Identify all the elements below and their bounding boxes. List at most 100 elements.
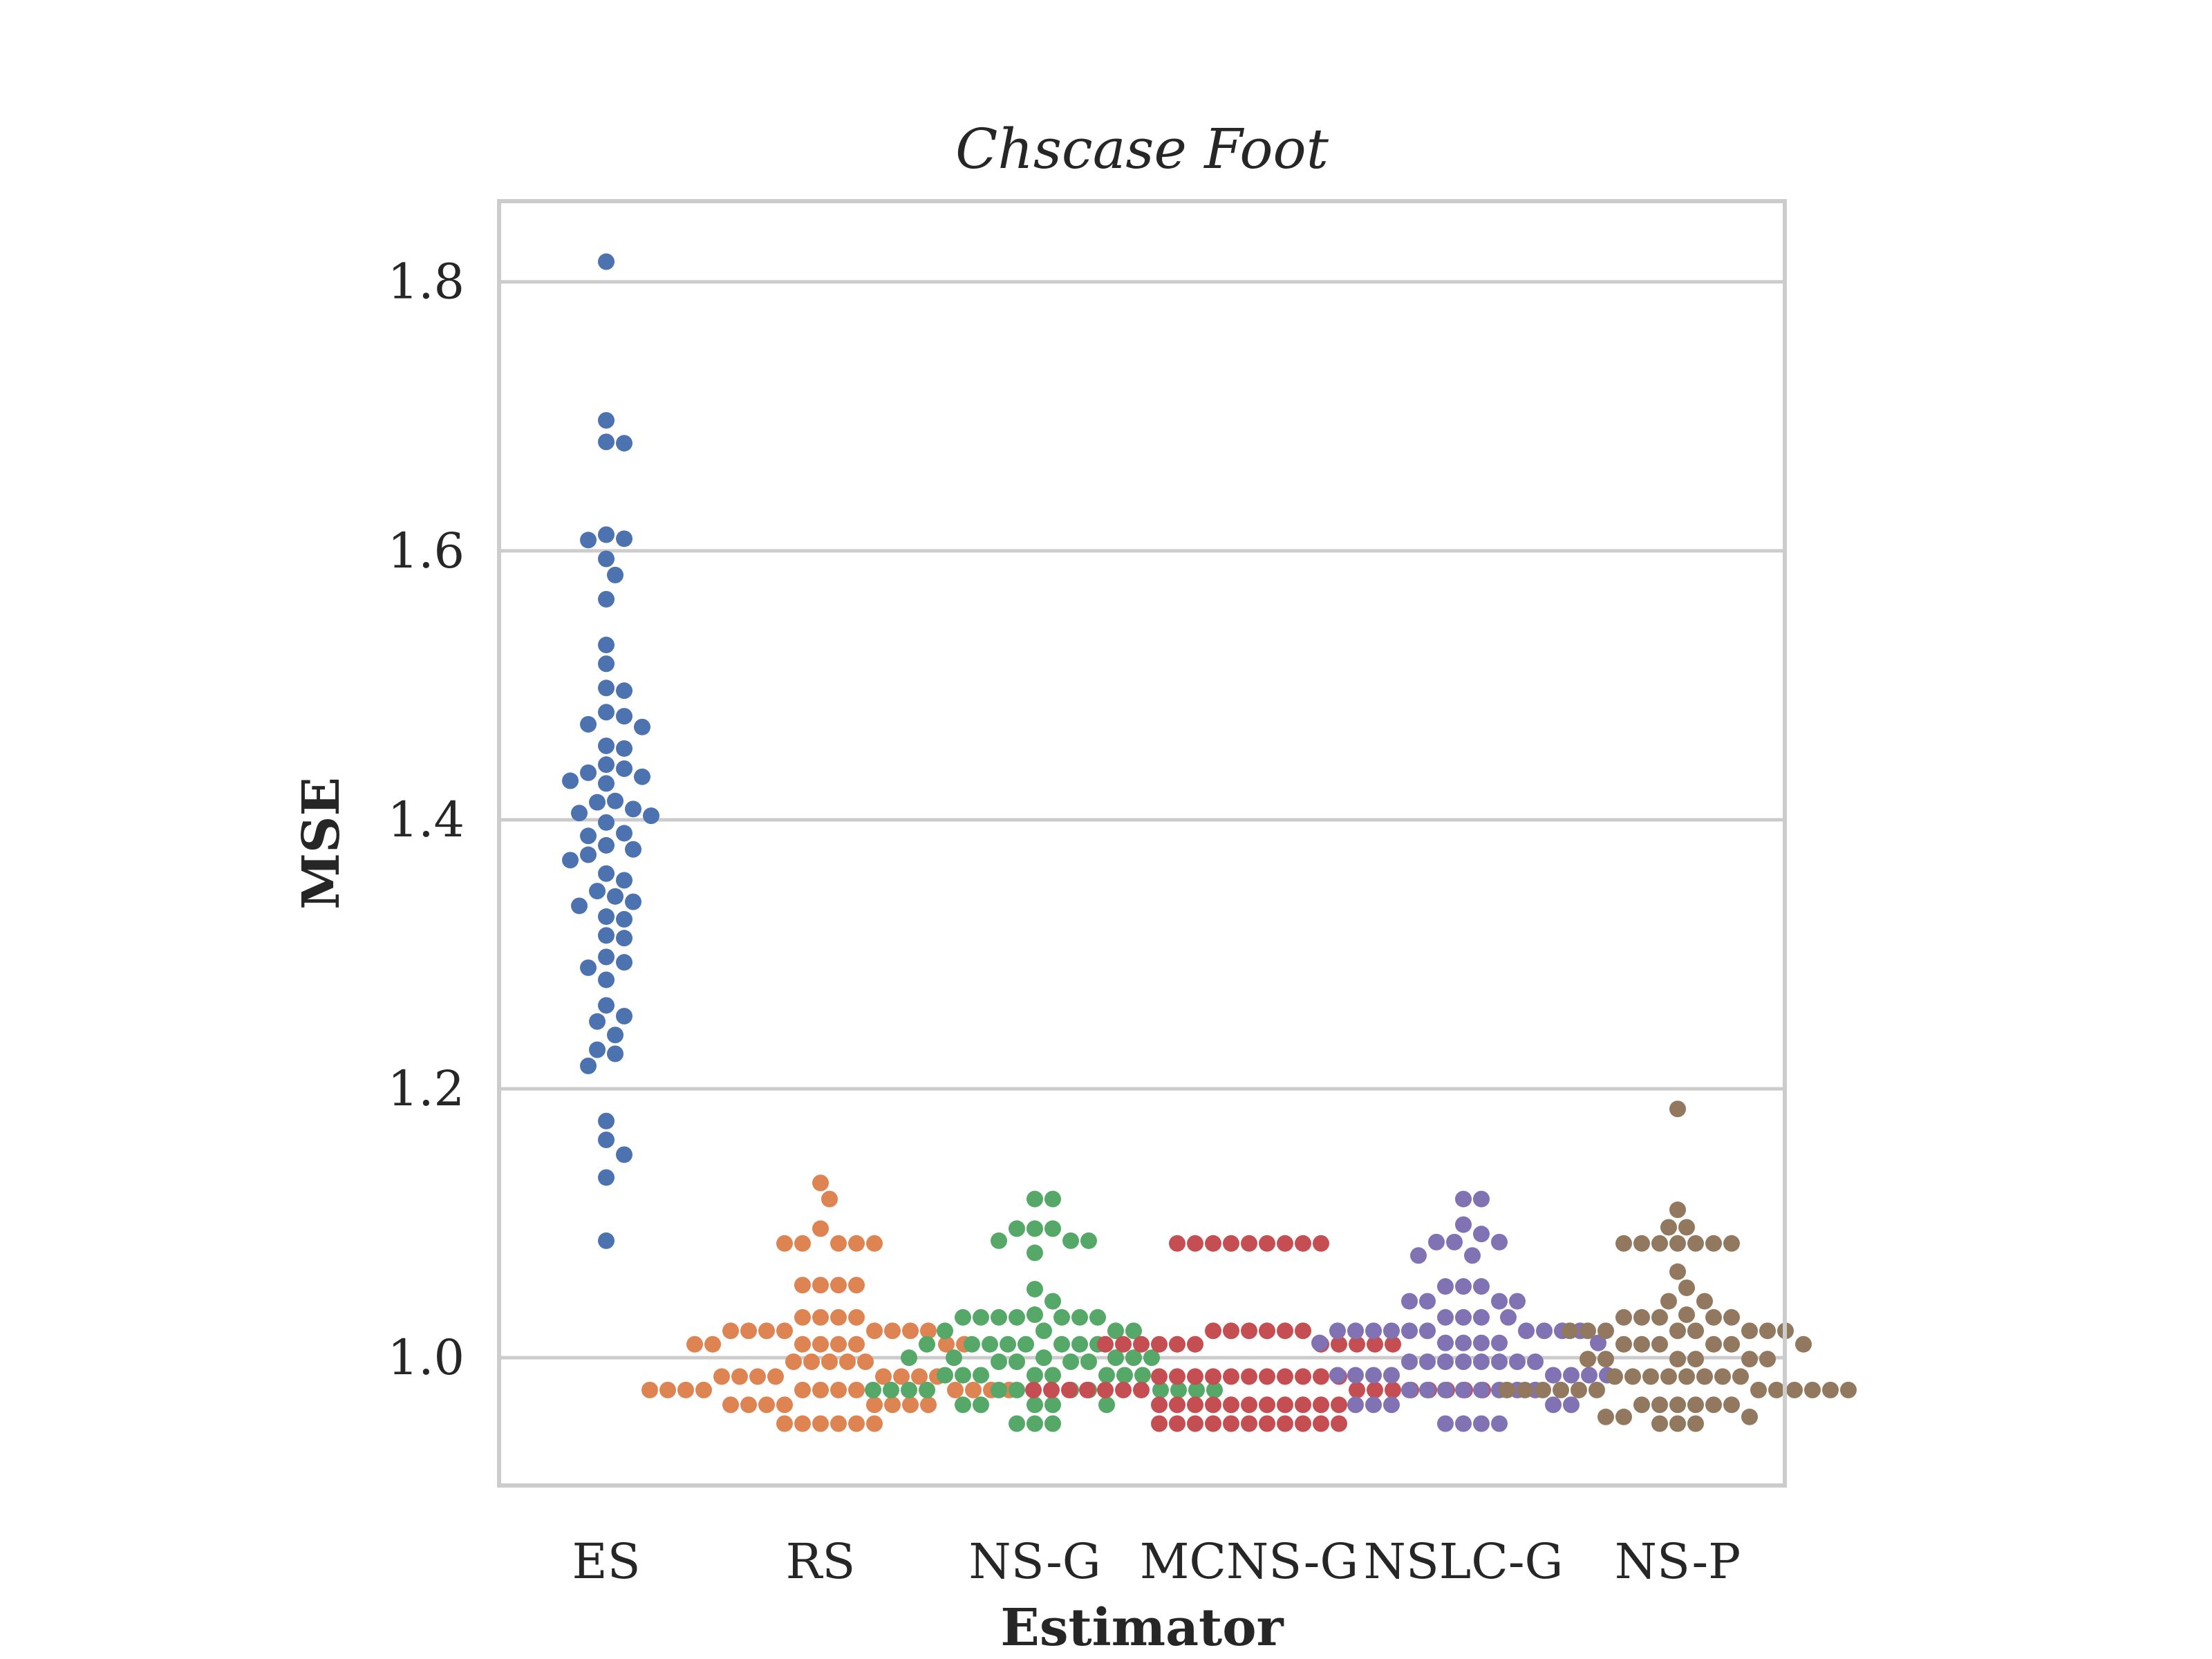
data-point: [902, 1322, 919, 1340]
data-point: [1401, 1353, 1418, 1371]
data-point: [794, 1335, 811, 1353]
data-point: [598, 948, 615, 966]
data-point: [1669, 1351, 1686, 1368]
data-point: [1223, 1368, 1239, 1385]
data-point: [1367, 1381, 1383, 1398]
data-point: [1651, 1309, 1668, 1326]
data-point: [848, 1235, 865, 1252]
data-point: [955, 1396, 971, 1414]
data-point: [866, 1322, 883, 1340]
data-point: [1580, 1351, 1596, 1368]
data-point: [1349, 1381, 1365, 1398]
data-point: [598, 679, 615, 697]
data-point: [625, 800, 641, 818]
data-point: [776, 1322, 793, 1340]
data-point: [848, 1309, 865, 1326]
data-point: [616, 954, 632, 971]
data-point: [580, 764, 597, 781]
data-point: [1536, 1322, 1553, 1340]
data-point: [625, 841, 641, 858]
x-tick-label: RS: [786, 1533, 856, 1590]
data-point: [991, 1309, 1007, 1326]
data-point: [1053, 1309, 1070, 1326]
data-point: [1295, 1396, 1311, 1414]
data-point: [1633, 1235, 1650, 1252]
data-point: [1580, 1322, 1596, 1340]
data-point: [641, 1381, 658, 1398]
data-point: [1277, 1235, 1293, 1252]
data-point: [803, 1353, 820, 1371]
data-point: [1331, 1415, 1347, 1432]
data-point: [1295, 1368, 1311, 1385]
data-point: [598, 704, 615, 721]
data-point: [794, 1309, 811, 1326]
data-point: [1562, 1322, 1578, 1340]
data-point: [1044, 1396, 1061, 1414]
data-point: [740, 1396, 757, 1414]
data-point: [589, 1041, 606, 1058]
data-point: [1419, 1381, 1436, 1398]
data-point: [1365, 1322, 1382, 1340]
data-point: [713, 1368, 730, 1385]
data-point: [1331, 1335, 1347, 1353]
data-point: [1134, 1367, 1151, 1384]
data-point: [1795, 1335, 1812, 1353]
data-point: [1027, 1220, 1043, 1237]
data-point: [1419, 1353, 1436, 1371]
data-point: [749, 1368, 766, 1385]
x-tick-label: ES: [572, 1533, 640, 1590]
data-point: [1062, 1232, 1079, 1249]
data-point: [830, 1381, 847, 1398]
data-point: [1079, 1381, 1096, 1398]
data-point: [1597, 1408, 1614, 1425]
data-point: [1241, 1368, 1257, 1385]
data-point: [598, 908, 615, 926]
data-point: [1365, 1396, 1382, 1414]
data-point: [1687, 1322, 1704, 1340]
data-point: [1687, 1415, 1704, 1432]
x-tick-labels: ES RS NS-G MCNS-G NSLC-G NS-P: [572, 1533, 1741, 1590]
data-point: [607, 566, 624, 583]
data-point: [598, 1169, 615, 1186]
data-point: [589, 794, 606, 811]
data-point: [937, 1322, 953, 1340]
data-point: [1061, 1381, 1078, 1398]
x-tick-label: NS-P: [1615, 1533, 1741, 1590]
x-tick-label: NS-G: [968, 1533, 1100, 1590]
data-point: [1277, 1322, 1293, 1340]
data-point: [634, 768, 650, 785]
data-point: [1018, 1335, 1034, 1353]
data-point: [1053, 1335, 1070, 1353]
data-point: [598, 526, 615, 543]
data-point: [1624, 1368, 1641, 1385]
data-point: [1473, 1226, 1490, 1243]
data-point: [991, 1381, 1007, 1398]
data-point: [1151, 1396, 1168, 1414]
data-point: [731, 1368, 748, 1385]
data-point: [1571, 1381, 1587, 1398]
data-point: [1027, 1396, 1043, 1414]
data-point: [1563, 1396, 1580, 1414]
data-point: [1009, 1309, 1025, 1326]
data-point: [812, 1381, 829, 1398]
data-point: [1491, 1233, 1508, 1250]
data-point: [866, 1396, 883, 1414]
data-point: [947, 1381, 964, 1398]
y-tick-label: 1.0: [388, 1329, 465, 1386]
data-point: [1133, 1335, 1150, 1353]
data-point: [1446, 1233, 1463, 1250]
data-point: [1311, 1334, 1328, 1351]
data-point: [812, 1309, 829, 1326]
data-point: [1527, 1353, 1544, 1371]
data-point: [659, 1381, 676, 1398]
data-point: [598, 756, 615, 774]
data-point: [1669, 1396, 1686, 1414]
data-point: [1027, 1190, 1043, 1208]
data-point: [1205, 1368, 1221, 1385]
data-point: [607, 1027, 624, 1044]
data-point: [598, 433, 615, 451]
data-point: [616, 760, 632, 778]
data-point: [794, 1415, 811, 1432]
data-point: [1241, 1322, 1257, 1340]
